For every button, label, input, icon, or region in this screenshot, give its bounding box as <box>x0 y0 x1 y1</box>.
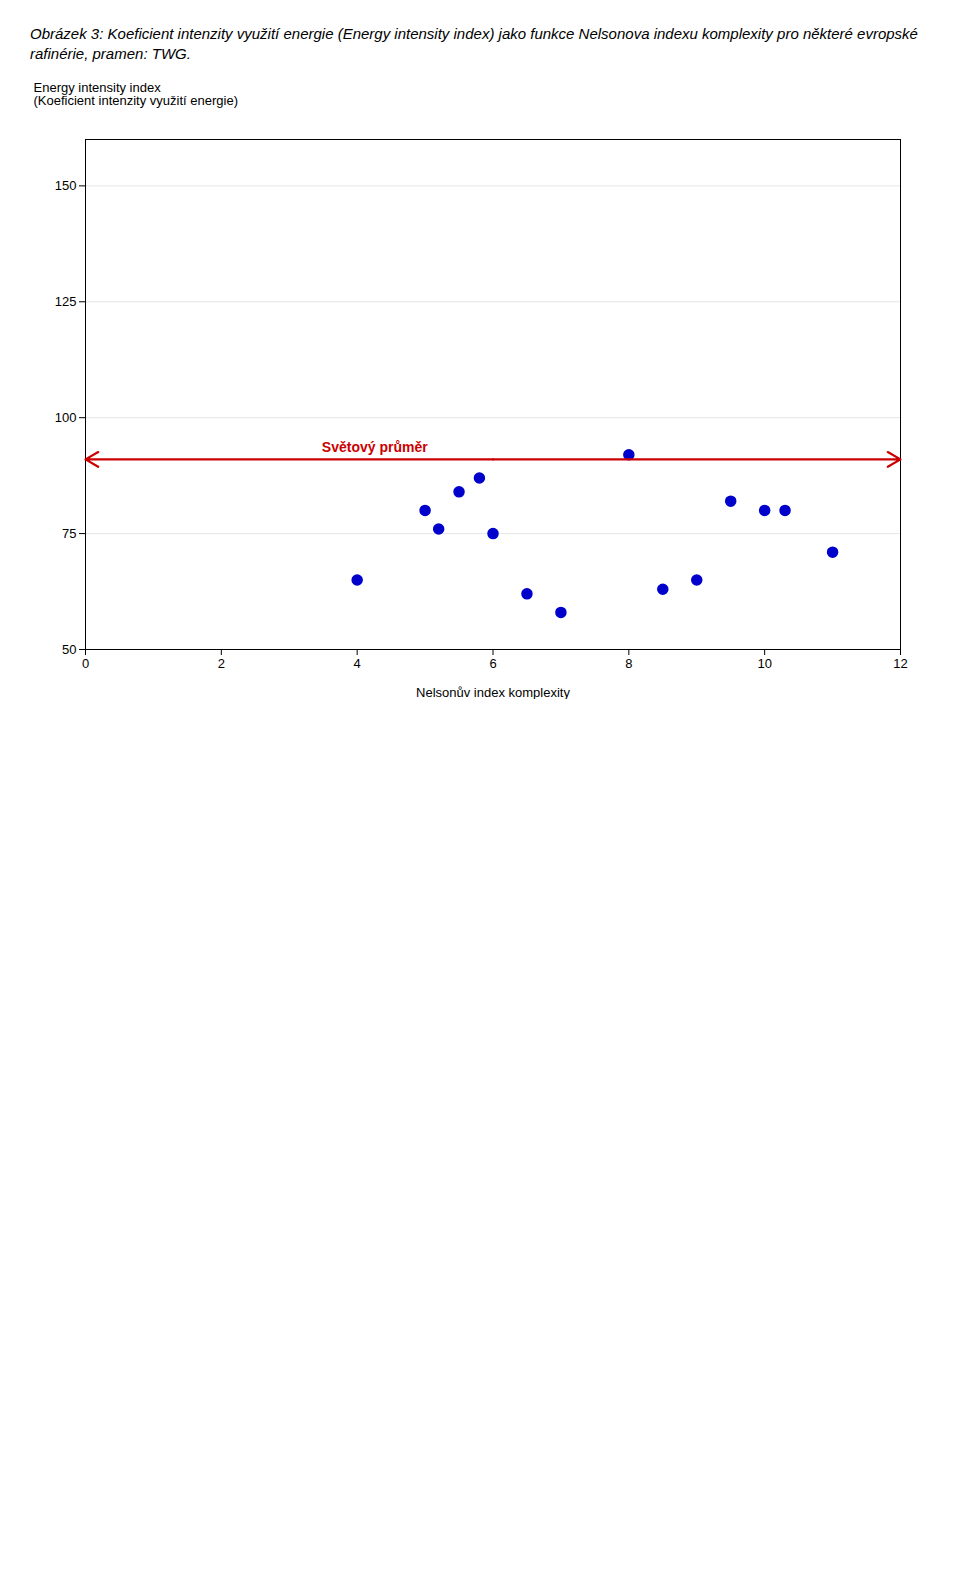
svg-text:4: 4 <box>354 655 361 670</box>
svg-text:100: 100 <box>55 409 77 424</box>
svg-text:150: 150 <box>55 178 77 193</box>
svg-text:8: 8 <box>625 655 632 670</box>
svg-text:50: 50 <box>62 641 76 656</box>
svg-text:Nelsonův index komplexity: Nelsonův index komplexity <box>416 684 570 699</box>
svg-text:10: 10 <box>757 655 771 670</box>
svg-text:75: 75 <box>62 525 76 540</box>
svg-text:2: 2 <box>218 655 225 670</box>
svg-text:0: 0 <box>82 655 89 670</box>
svg-text:12: 12 <box>893 655 907 670</box>
svg-text:6: 6 <box>489 655 496 670</box>
html-text:Obrázek 3: Koeficient intenzit: Obrázek 3: Koeficient intenzity využití … <box>30 25 918 63</box>
svg-text:125: 125 <box>55 293 77 308</box>
svg-text:Světový průměr: Světový průměr <box>322 438 428 454</box>
svg-text:Energy intensity index(Koefici: Energy intensity index(Koeficient intenz… <box>34 79 238 107</box>
